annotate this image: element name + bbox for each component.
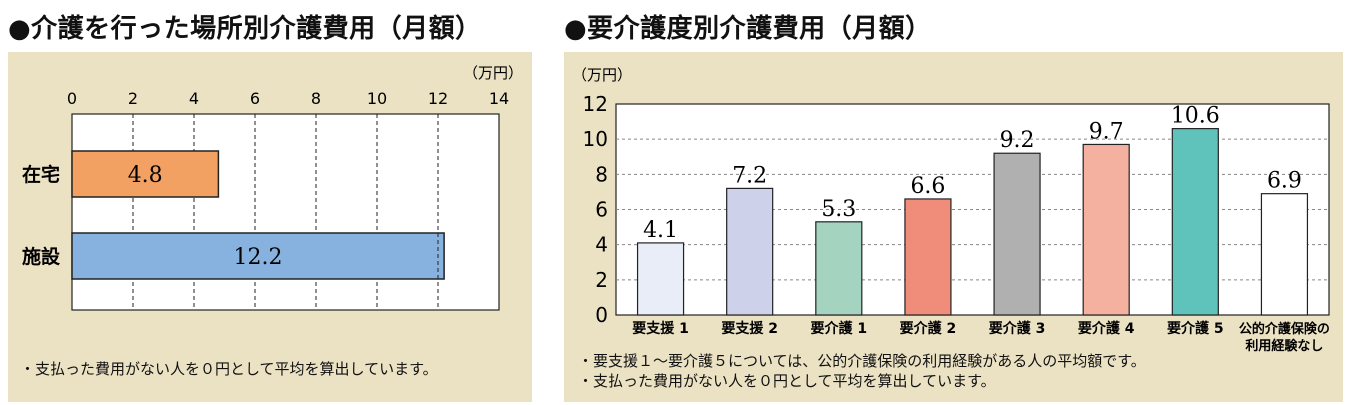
- right-chart: 0 2 4 6 8 10 12 （万円） 4.1 要支援 1 7.2 要支援 2 5.3 要介護 1 6.6…: [572, 66, 1330, 354]
- right-title: ●要介護度別介護費用（月額）: [564, 14, 932, 44]
- left-panel: 0 2 4 6 8 10 12 14 （万円） 4.8 在宅 12.2 施設 ・支払った費用がない人を０…: [8, 52, 532, 402]
- left-title: ●介護を行った場所別介護費用（月額）: [8, 14, 482, 44]
- right-bar-value-label: 5.3: [821, 197, 856, 222]
- right-y-tick-label: 4: [595, 233, 608, 257]
- right-y-tick-label: 8: [595, 162, 608, 186]
- left-chart: 0 2 4 6 8 10 12 14 （万円） 4.8 在宅 12.2 施設: [22, 64, 523, 311]
- left-x-tick-label: 10: [367, 89, 387, 108]
- left-bar: [71, 232, 445, 280]
- right-category-label: 要介護 5: [1167, 320, 1224, 337]
- right-category-label: 要介護 2: [900, 320, 957, 337]
- left-x-tick-label: 2: [128, 89, 138, 108]
- left-note: ・支払った費用がない人を０円として平均を算出しています。: [20, 360, 438, 378]
- right-y-tick-label: 6: [595, 198, 608, 222]
- right-bar-value-label: 10.6: [1171, 104, 1220, 129]
- left-x-tick-label: 14: [489, 89, 509, 108]
- left-x-tick-label: 6: [250, 89, 260, 108]
- right-category-label: 公的介護保険の: [1239, 321, 1330, 337]
- left-category-label: 在宅: [22, 163, 60, 186]
- left-x-tick-label: 8: [311, 89, 321, 108]
- right-y-tick-label: 10: [583, 127, 608, 151]
- right-bar: [1082, 143, 1130, 316]
- right-bar-value-label: 6.6: [910, 174, 945, 199]
- right-category-label: 利用経験なし: [1245, 338, 1323, 354]
- left-x-tick-label: 4: [189, 89, 199, 108]
- left-plot-area: [71, 113, 500, 311]
- right-bar-value-label: 9.2: [1000, 128, 1035, 153]
- right-bar-value-label: 4.1: [643, 218, 678, 243]
- right-panel: 0 2 4 6 8 10 12 （万円） 4.1 要支援 1 7.2 要支援 2 5.3 要介護 1 6.6…: [564, 52, 1343, 402]
- right-category-label: 要支援 1: [632, 320, 689, 337]
- right-note-2: ・支払った費用がない人を０円として平均を算出しています。: [578, 372, 996, 390]
- right-bar-value-label: 9.7: [1089, 119, 1124, 144]
- right-y-tick-label: 0: [595, 303, 608, 327]
- right-bar: [904, 198, 952, 316]
- right-category-label: 要介護 3: [989, 320, 1046, 337]
- left-bar-value-label: 12.2: [234, 245, 283, 270]
- right-unit-label: （万円）: [572, 66, 632, 84]
- left-bar: [71, 150, 220, 198]
- right-category-label: 要介護 1: [811, 320, 868, 337]
- right-category-label: 要支援 2: [721, 320, 778, 337]
- right-bar-value-label: 7.2: [732, 163, 767, 188]
- right-bar: [726, 187, 774, 316]
- right-bar: [815, 221, 863, 316]
- left-category-label: 施設: [22, 245, 61, 268]
- left-x-tick-label: 0: [67, 89, 77, 108]
- right-bar: [1171, 128, 1219, 316]
- left-unit-label: （万円）: [463, 64, 523, 82]
- left-x-tick-label: 12: [428, 89, 448, 108]
- right-bar: [636, 242, 685, 316]
- right-category-label: 要介護 4: [1078, 320, 1135, 337]
- right-y-tick-label: 2: [595, 268, 608, 292]
- right-bar: [1260, 193, 1309, 316]
- right-note-1: ・要支援１～要介護５については、公的介護保険の利用経験がある人の平均額です。: [578, 352, 1146, 370]
- right-bar-value-label: 6.9: [1267, 169, 1302, 194]
- right-bar: [993, 152, 1041, 316]
- right-y-tick-label: 12: [583, 92, 608, 116]
- left-bar-value-label: 4.8: [128, 163, 163, 188]
